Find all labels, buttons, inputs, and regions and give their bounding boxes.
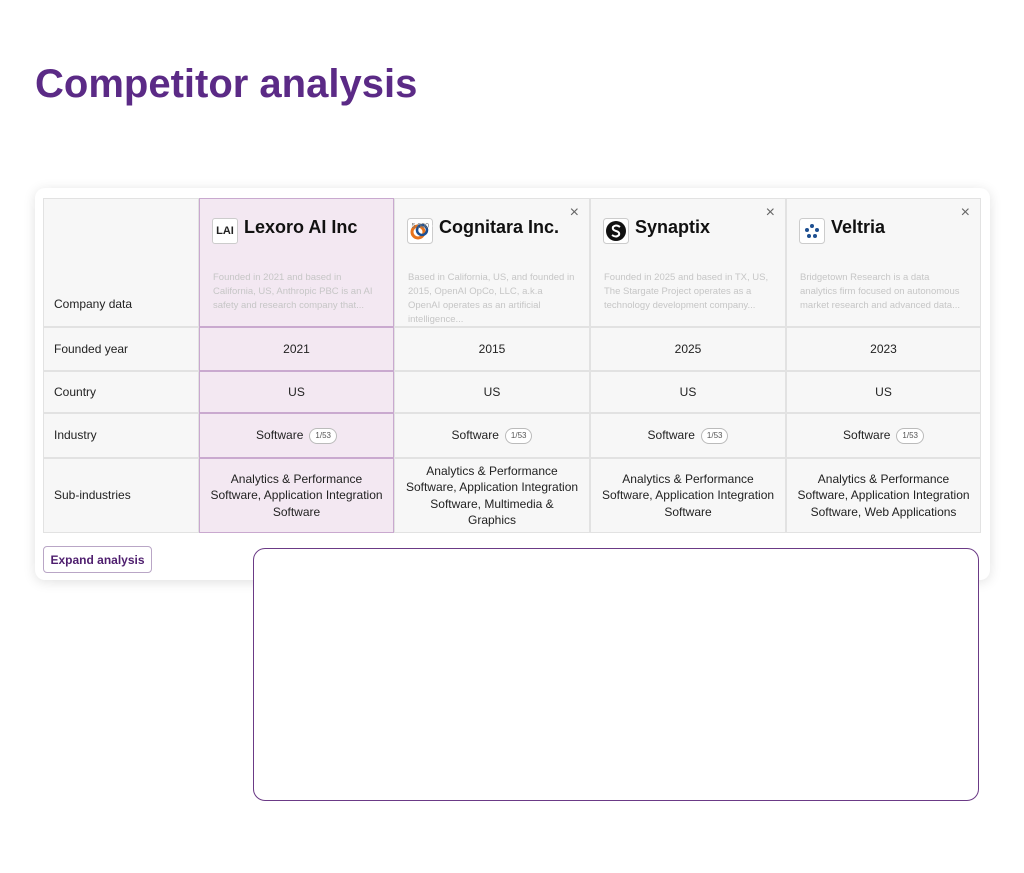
y-tick-label: 5,000 bbox=[411, 223, 429, 230]
row-label: Company data bbox=[43, 198, 199, 327]
company-logo: LAI bbox=[212, 218, 238, 244]
company-description: Based in California, US, and founded in … bbox=[408, 272, 575, 325]
company-header: Synaptix Founded in 2025 and based in TX,… bbox=[590, 198, 786, 327]
table-cell: US bbox=[786, 371, 981, 413]
page-title: Competitor analysis bbox=[35, 62, 418, 106]
company-logo bbox=[799, 218, 825, 244]
company-logo bbox=[603, 218, 629, 244]
table-cell: 2021 bbox=[199, 327, 394, 371]
table-cell: Software 1/53 bbox=[199, 413, 394, 458]
table-cell: Analytics & Performance Software, Applic… bbox=[786, 458, 981, 533]
table-cell: US bbox=[590, 371, 786, 413]
cell-text: Software bbox=[451, 428, 499, 443]
company-header: 01,0002,0003,0004,0005,000 Cognitara Inc.… bbox=[394, 198, 590, 327]
close-icon[interactable]: × bbox=[765, 204, 775, 221]
company-name: Veltria bbox=[831, 217, 886, 237]
cell-text: Software bbox=[647, 428, 695, 443]
table-cell: Analytics & Performance Software, Applic… bbox=[199, 458, 394, 533]
company-description: Bridgetown Research is a data analytics … bbox=[800, 272, 961, 311]
chart bbox=[254, 549, 977, 799]
company-name: Lexoro AI Inc bbox=[244, 217, 358, 237]
count-badge[interactable]: 1/53 bbox=[700, 427, 729, 444]
company-name: Cognitara Inc. bbox=[439, 217, 560, 237]
row-label: Founded year bbox=[43, 327, 199, 371]
chart-card bbox=[253, 548, 979, 801]
row-label: Country bbox=[43, 371, 199, 413]
count-badge[interactable]: 1/53 bbox=[504, 427, 533, 444]
cell-text: Software bbox=[256, 428, 304, 443]
table-cell: 2023 bbox=[786, 327, 981, 371]
table-cell: Software 1/53 bbox=[786, 413, 981, 458]
count-badge[interactable]: 1/53 bbox=[309, 427, 337, 444]
expand-button[interactable]: Expand analysis bbox=[43, 546, 152, 573]
table-cell: US bbox=[394, 371, 590, 413]
company-description: Founded in 2025 and based in TX, US, The… bbox=[604, 272, 769, 311]
row-label: Industry bbox=[43, 413, 199, 458]
table-cell: US bbox=[199, 371, 394, 413]
company-logo: 01,0002,0003,0004,0005,000 bbox=[407, 218, 433, 244]
count-badge[interactable]: 1/53 bbox=[896, 427, 924, 444]
company-description: Founded in 2021 and based in California,… bbox=[213, 272, 373, 311]
company-name: Synaptix bbox=[635, 217, 711, 237]
close-icon[interactable]: × bbox=[960, 204, 970, 221]
table-cell: Software 1/53 bbox=[590, 413, 786, 458]
company-header: LAI Lexoro AI Inc Founded in 2021 and base… bbox=[199, 198, 394, 327]
table-cell: Analytics & Performance Software, Applic… bbox=[394, 458, 590, 533]
table-cell: 2015 bbox=[394, 327, 590, 371]
comparison-card: Company data LAI Lexoro AI Inc Founded in 2… bbox=[35, 188, 990, 580]
cell-text: Software bbox=[843, 428, 891, 443]
table-cell: 2025 bbox=[590, 327, 786, 371]
table-cell: Software 1/53 bbox=[394, 413, 590, 458]
table-cell: Analytics & Performance Software, Applic… bbox=[590, 458, 786, 533]
close-icon[interactable]: × bbox=[569, 204, 579, 221]
company-header: Veltria Bridgetown Research is a data ana… bbox=[786, 198, 981, 327]
row-label: Sub-industries bbox=[43, 458, 199, 533]
